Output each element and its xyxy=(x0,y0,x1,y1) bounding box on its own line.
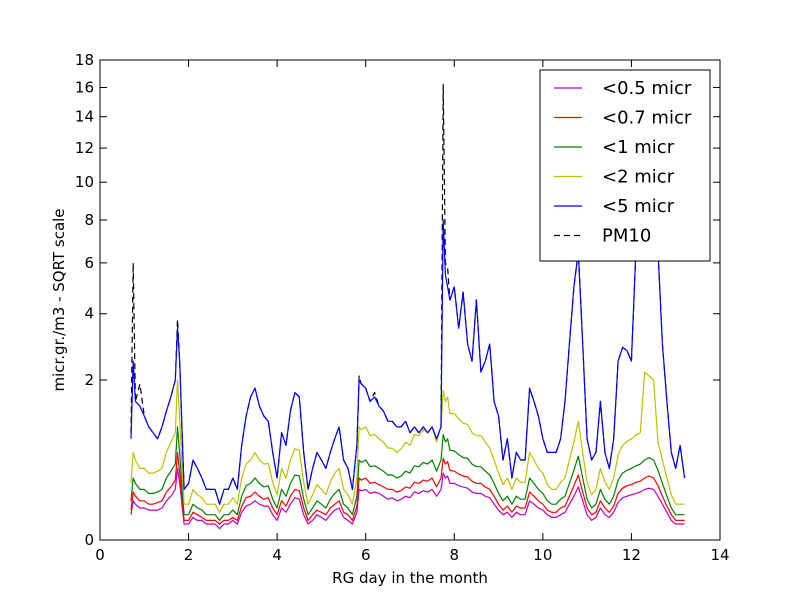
legend-label: <0.7 micr xyxy=(602,108,692,129)
legend-label: <0.5 micr xyxy=(602,78,692,99)
y-tick-label: 2 xyxy=(84,371,94,389)
x-tick-label: 14 xyxy=(710,546,729,564)
legend-label: <5 micr xyxy=(602,196,675,217)
x-tick-label: 4 xyxy=(272,546,282,564)
x-tick-label: 10 xyxy=(533,546,552,564)
series-line-0-5-micr xyxy=(130,467,685,530)
legend-label: PM10 xyxy=(602,226,651,247)
y-tick-label: 12 xyxy=(75,139,94,157)
y-tick-label: 18 xyxy=(75,51,94,69)
plot-frame xyxy=(99,59,721,541)
y-tick-label: 4 xyxy=(84,305,94,323)
series-line-0-7-micr xyxy=(130,451,685,525)
y-tick-label: 0 xyxy=(84,531,94,549)
x-tick-label: 0 xyxy=(95,546,105,564)
x-tick-label: 8 xyxy=(450,546,460,564)
series-line-2-micr xyxy=(130,371,685,513)
series-line-5-micr xyxy=(130,219,686,505)
x-tick-label: 2 xyxy=(184,546,194,564)
y-tick-label: 14 xyxy=(75,108,94,126)
y-tick-label: 16 xyxy=(75,78,94,96)
x-axis-label: RG day in the month xyxy=(332,569,488,587)
legend: <0.5 micr <0.7 micr <1 micr <2 micr <5 micr P… xyxy=(539,69,711,262)
y-axis-label: micr.gr./m3 - SQRT scale xyxy=(50,208,68,391)
y-tick-label: 6 xyxy=(84,254,94,272)
series-line-1-micr xyxy=(130,426,685,522)
series-layer xyxy=(130,83,686,530)
x-tick-label: 12 xyxy=(622,546,641,564)
ticks-layer: 0 2 4 6 8 10 12 14 0 2 4 6 8 10 12 14 16 18 xyxy=(75,51,730,564)
y-tick-label: 10 xyxy=(75,173,94,191)
x-tick-label: 6 xyxy=(361,546,371,564)
y-tick-label: 8 xyxy=(84,211,94,229)
legend-box xyxy=(539,69,711,262)
legend-label: <1 micr xyxy=(602,137,675,158)
legend-label: <2 micr xyxy=(602,167,675,188)
